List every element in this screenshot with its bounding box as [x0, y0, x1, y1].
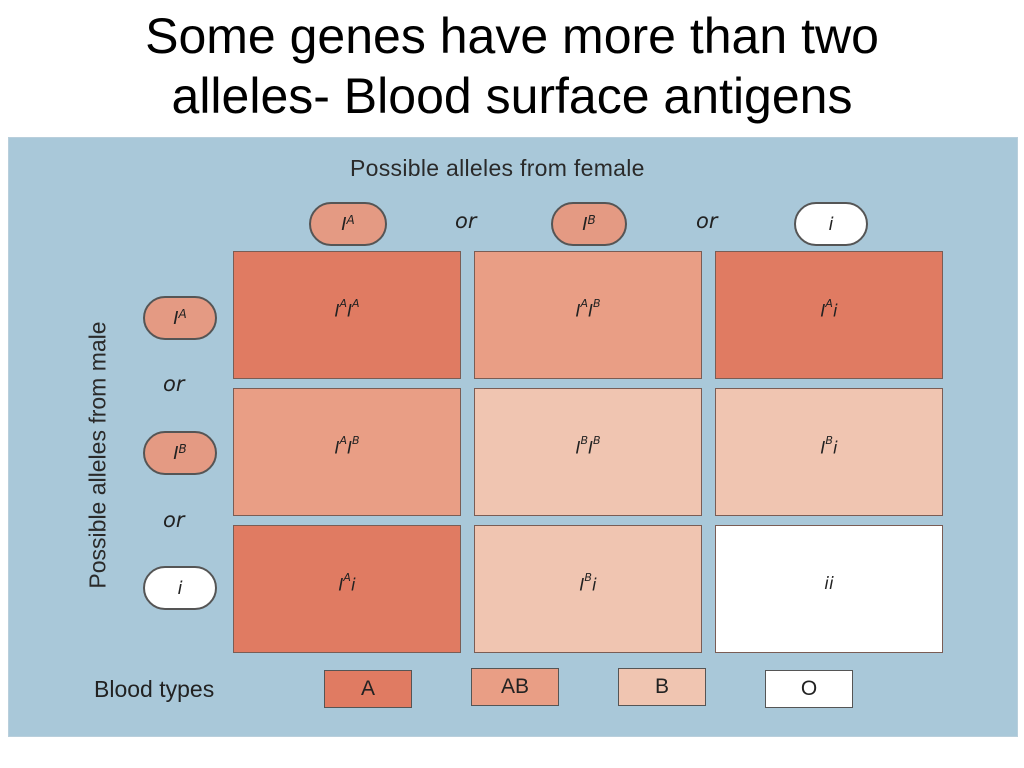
female-allele-i: i: [794, 202, 868, 246]
cell-i-i: ii: [715, 525, 943, 653]
cell-IB-i: IBi: [715, 388, 943, 516]
genotype-label: IBIB: [575, 434, 601, 459]
or-text: or: [163, 508, 185, 532]
allele-sup: B: [178, 442, 187, 456]
legend-swatch-O: O: [765, 670, 853, 708]
legend-swatch-A: A: [324, 670, 412, 708]
genotype-label: ii: [824, 574, 834, 594]
cell-IA-i: IAi: [715, 251, 943, 379]
genotype-label: IAIB: [334, 434, 360, 459]
cell-i-IB: IBi: [474, 525, 702, 653]
or-text: or: [455, 209, 477, 233]
allele-base: I: [173, 307, 179, 329]
allele-base: I: [341, 213, 347, 235]
legend-swatch-B: B: [618, 668, 706, 706]
genotype-label: IAi: [338, 571, 356, 596]
genotype-label: IBi: [820, 434, 838, 459]
female-alleles-label: Possible alleles from female: [350, 155, 645, 181]
genotype-label: IBi: [579, 571, 597, 596]
allele-sup: A: [346, 213, 355, 227]
male-alleles-label: Possible alleles from male: [84, 321, 111, 589]
cell-IB-IB: IBIB: [474, 388, 702, 516]
legend-swatch-AB: AB: [471, 668, 559, 706]
cell-i-IA: IAi: [233, 525, 461, 653]
allele-base: I: [582, 213, 588, 235]
allele-base: i: [828, 213, 834, 235]
allele-sup: B: [587, 213, 596, 227]
male-allele-i: i: [143, 566, 217, 610]
genotype-label: IAi: [820, 297, 838, 322]
or-text: or: [163, 372, 185, 396]
cell-IA-IA: IAIA: [233, 251, 461, 379]
cell-IB-IA: IAIB: [233, 388, 461, 516]
slide-title: Some genes have more than two alleles- B…: [0, 6, 1024, 126]
allele-base: I: [173, 442, 179, 464]
genotype-label: IAIA: [334, 297, 360, 322]
title-line-1: Some genes have more than two: [145, 8, 879, 64]
allele-sup: A: [178, 307, 187, 321]
or-text: or: [696, 209, 718, 233]
title-line-2: alleles- Blood surface antigens: [171, 68, 853, 124]
allele-base: i: [177, 577, 183, 599]
legend-label: Blood types: [94, 676, 215, 702]
genotype-label: IAIB: [575, 297, 601, 322]
cell-IA-IB: IAIB: [474, 251, 702, 379]
